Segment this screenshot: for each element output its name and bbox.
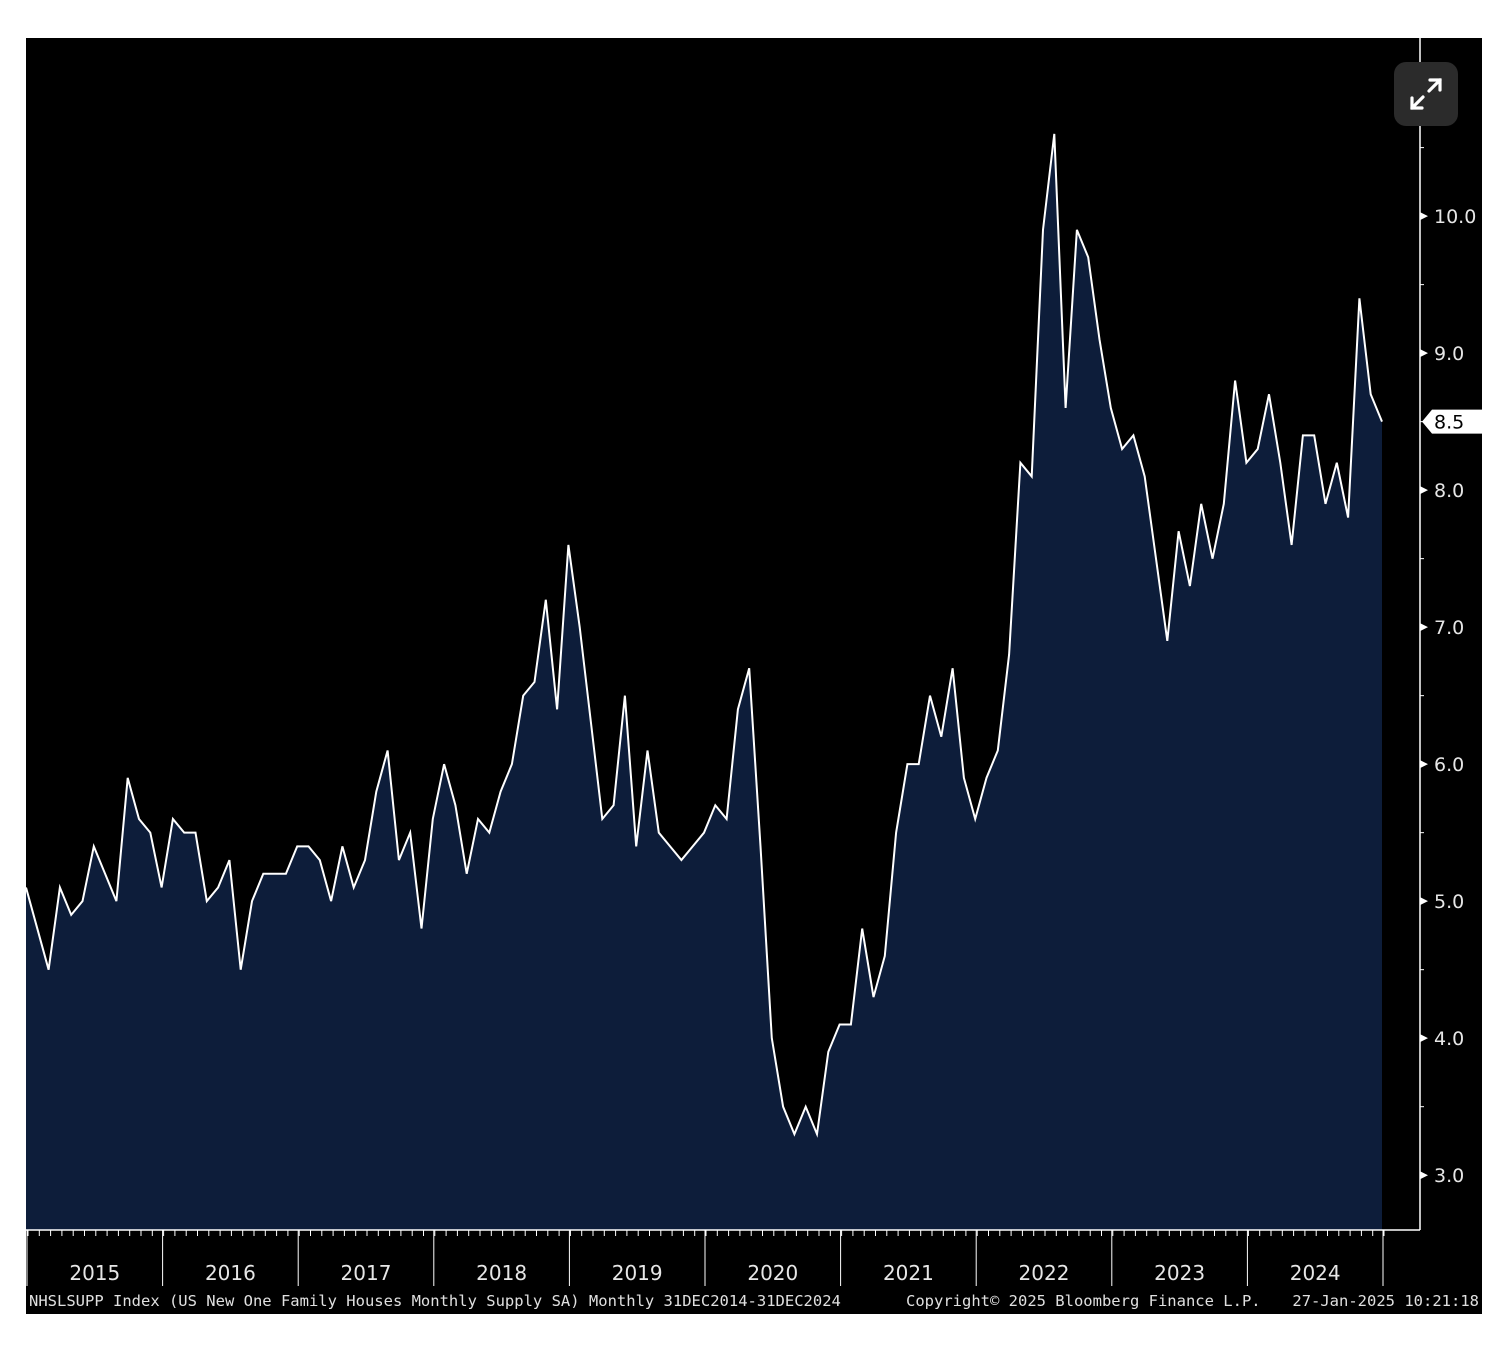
chart-panel: 3.04.05.06.07.08.09.010.0.08.52015201620… (26, 38, 1482, 1314)
y-tick-label: 8.0 (1434, 480, 1464, 502)
chart-svg: 3.04.05.06.07.08.09.010.0.08.52015201620… (26, 38, 1482, 1310)
y-tick-mark (1420, 897, 1428, 906)
expand-button[interactable] (1394, 62, 1458, 126)
y-tick-mark (1420, 212, 1428, 221)
plot-area (26, 133, 1383, 1230)
y-tick-mark (1420, 1034, 1428, 1043)
y-tick-label: 9.0 (1434, 343, 1464, 365)
x-tick-label: 2023 (1154, 1261, 1205, 1285)
y-tick-label: 4.0 (1434, 1028, 1464, 1050)
footer-timestamp: 27-Jan-2025 10:21:18 (1292, 1292, 1479, 1310)
y-tick-label: 3.0 (1434, 1165, 1464, 1187)
footer-description: NHSLSUPP Index (US New One Family Houses… (29, 1292, 841, 1310)
y-tick-label: 6.0 (1434, 754, 1464, 776)
y-tick-mark (1420, 760, 1428, 769)
y-tick-label: 7.0 (1434, 617, 1464, 639)
last-value-label: 8.5 (1434, 412, 1464, 434)
x-tick-label: 2017 (341, 1261, 392, 1285)
y-tick-mark (1420, 623, 1428, 632)
x-tick-label: 2022 (1019, 1261, 1070, 1285)
y-tick-mark (1420, 349, 1428, 358)
series-area (26, 133, 1382, 1230)
x-tick-label: 2020 (747, 1261, 798, 1285)
last-value-tag (1422, 409, 1482, 434)
y-tick-label: 5.0 (1434, 891, 1464, 913)
y-tick-mark (1420, 1171, 1428, 1180)
y-tick-label: 10.0 (1434, 206, 1476, 228)
expand-arrows-icon (1410, 78, 1442, 110)
footer-copyright: Copyright© 2025 Bloomberg Finance L.P. (906, 1292, 1261, 1310)
x-tick-label: 2018 (476, 1261, 527, 1285)
x-tick-label: 2019 (612, 1261, 663, 1285)
x-tick-label: 2016 (205, 1261, 256, 1285)
axes: 3.04.05.06.07.08.09.010.0.08.52015201620… (26, 38, 1482, 1286)
x-tick-label: 2015 (69, 1261, 120, 1285)
x-tick-label: 2024 (1290, 1261, 1341, 1285)
x-tick-label: 2021 (883, 1261, 934, 1285)
series-line (26, 133, 1383, 1138)
y-tick-mark (1420, 486, 1428, 495)
